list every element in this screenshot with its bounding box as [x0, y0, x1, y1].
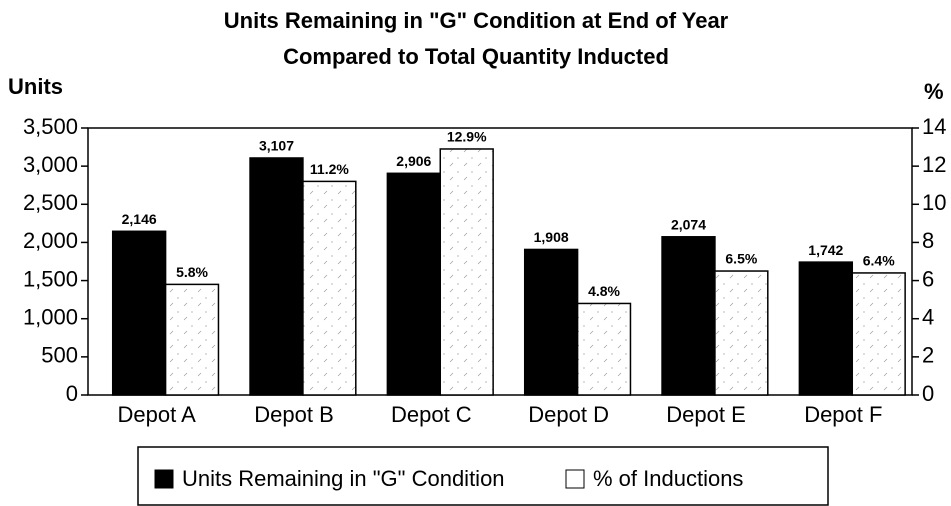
x-tick-label: Depot E — [666, 402, 746, 427]
data-label: 5.8% — [176, 264, 208, 280]
y-tick-label: 1,000 — [23, 305, 78, 330]
y-tick-label: 1,500 — [23, 266, 78, 291]
chart-title: Compared to Total Quantity Inducted — [283, 44, 669, 69]
data-label: 3,107 — [259, 138, 294, 154]
data-label: 6.4% — [863, 253, 895, 269]
data-label: 2,146 — [122, 211, 157, 227]
bar — [111, 230, 167, 396]
data-label: 1,742 — [808, 242, 843, 258]
y-axis-label: Units — [8, 74, 63, 99]
bar — [386, 172, 442, 396]
bar — [302, 180, 357, 396]
x-tick-label: Depot F — [804, 402, 882, 427]
data-label: 11.2% — [310, 161, 349, 177]
data-label: 12.9% — [447, 129, 487, 145]
y2-tick-label: 0 — [922, 381, 934, 406]
y2-tick-label: 14 — [922, 114, 946, 139]
data-label: 6.5% — [725, 251, 757, 267]
x-tick-label: Depot A — [118, 402, 197, 427]
bar — [164, 283, 220, 396]
bar — [661, 236, 716, 396]
y-tick-label: 0 — [66, 381, 78, 406]
x-tick-label: Depot C — [391, 402, 472, 427]
x-tick-label: Depot B — [254, 402, 334, 427]
bar — [714, 270, 769, 396]
y2-tick-label: 2 — [922, 343, 934, 368]
legend-swatch — [154, 469, 174, 489]
y-tick-label: 500 — [41, 343, 78, 368]
legend-label: % of Inductions — [593, 466, 743, 491]
plot-frame — [87, 127, 913, 396]
bar — [249, 157, 304, 396]
y-tick-label: 2,500 — [23, 190, 78, 215]
y2-tick-label: 8 — [922, 228, 934, 253]
data-label: 2,074 — [671, 216, 706, 232]
bar — [439, 148, 494, 396]
y-tick-label: 3,000 — [23, 152, 78, 177]
bar — [576, 302, 632, 396]
legend-swatch — [565, 469, 585, 489]
legend-label: Units Remaining in "G" Condition — [182, 466, 505, 491]
y2-tick-label: 10 — [922, 190, 946, 215]
y2-axis-label: % — [924, 79, 944, 104]
bar — [523, 248, 579, 396]
data-label: 2,906 — [396, 153, 431, 169]
data-label: 4.8% — [588, 283, 620, 299]
y-tick-label: 2,000 — [23, 228, 78, 253]
y2-tick-label: 4 — [922, 305, 934, 330]
y2-tick-label: 6 — [922, 266, 934, 291]
bar — [851, 272, 906, 396]
x-tick-label: Depot D — [528, 402, 609, 427]
chart-title: Units Remaining in "G" Condition at End … — [224, 8, 729, 33]
legend-box — [137, 446, 829, 506]
bar — [798, 261, 854, 396]
data-label: 1,908 — [534, 229, 569, 245]
y2-tick-label: 12 — [922, 152, 946, 177]
y-tick-label: 3,500 — [23, 114, 78, 139]
